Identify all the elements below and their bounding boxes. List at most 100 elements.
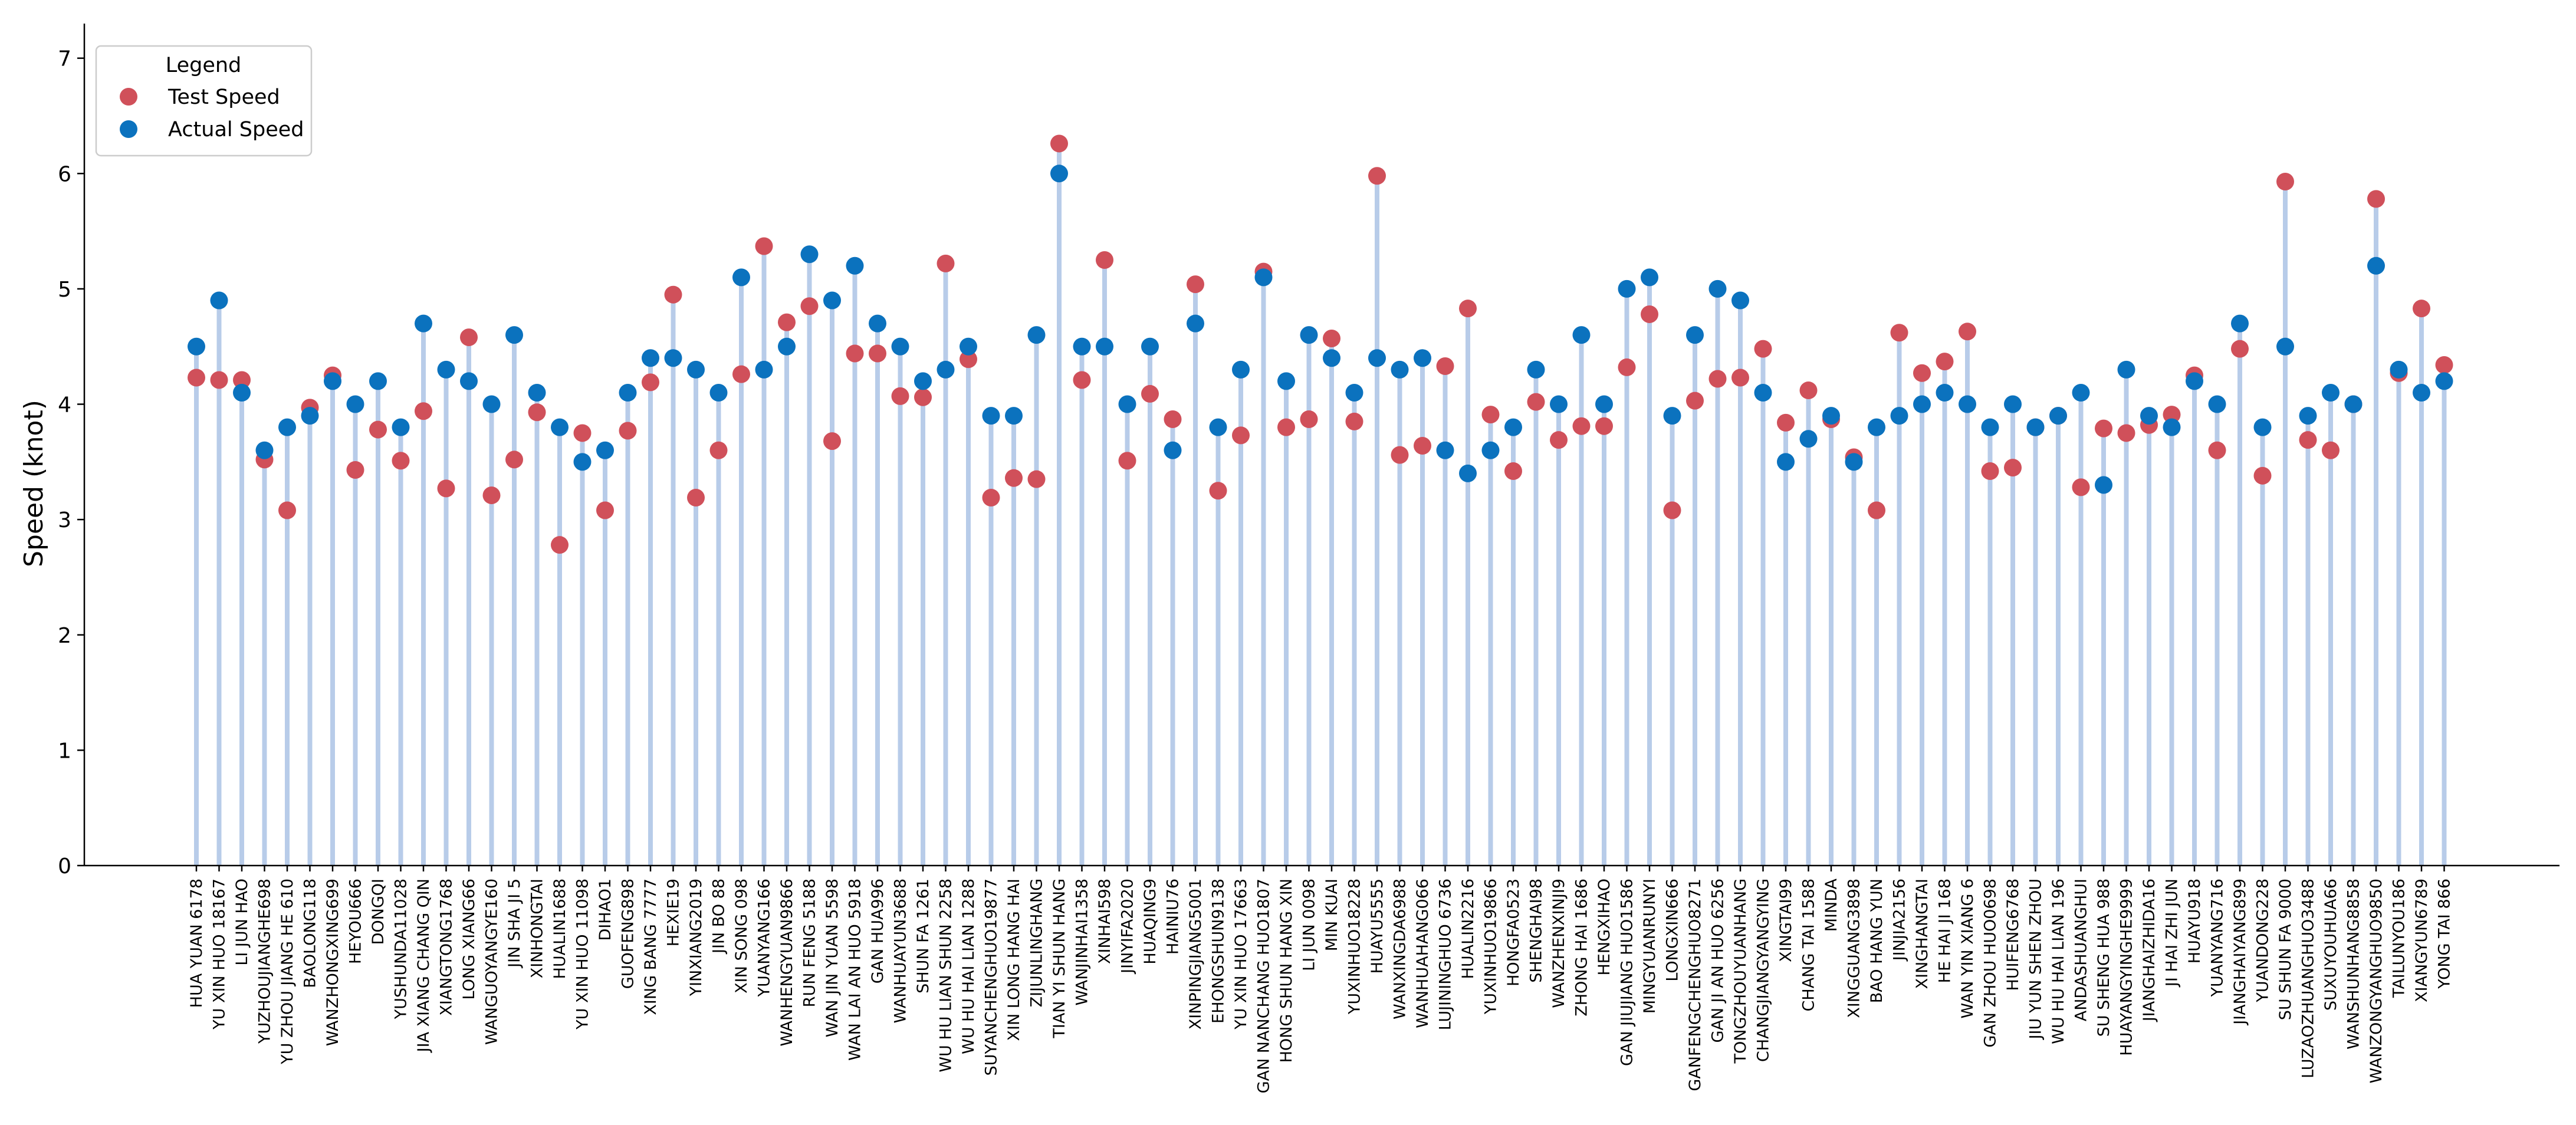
x-tick-label: GAN NANCHANG HUO1807 [1255, 879, 1273, 1093]
x-tick-label: SUXUYOUHUA66 [2322, 879, 2340, 1011]
test-speed-point [1027, 470, 1046, 488]
test-speed-point [573, 424, 592, 442]
test-speed-point [2435, 356, 2453, 374]
actual-speed-point [2004, 395, 2022, 413]
x-tick-label: XINHONGTAI [528, 879, 547, 978]
test-speed-point [482, 486, 501, 505]
actual-speed-point [1481, 441, 1500, 459]
test-speed-point [732, 365, 750, 383]
x-tick-label: WANHENGYUAN9866 [778, 879, 796, 1047]
x-tick-label: WANGUOYANGYE160 [483, 879, 501, 1045]
x-tick-label: JINYIFA2020 [1119, 879, 1137, 975]
x-tick-label: JIN BO 88 [710, 879, 728, 955]
x-tick-label: WU HU HAI LIAN 1288 [960, 879, 978, 1054]
actual-speed-point [982, 407, 1000, 425]
test-speed-point [2253, 466, 2272, 485]
x-tick-label: HUALIN1688 [551, 879, 569, 979]
x-tick-label: HE HAI JI 168 [1936, 879, 1954, 983]
test-speed-point [2276, 172, 2294, 190]
test-speed-point [755, 237, 773, 255]
actual-speed-point [2322, 383, 2340, 402]
x-tick-label: DONGQI [369, 879, 387, 945]
actual-speed-point [2163, 418, 2181, 436]
x-tick-label: HAINIU76 [1164, 879, 1182, 955]
test-speed-point [1187, 275, 1204, 294]
test-speed-point [1414, 436, 1431, 455]
x-tick-label: EHONGSHUN9138 [1210, 879, 1228, 1024]
x-tick-label: WANXINGDA6988 [1391, 879, 1409, 1019]
test-speed-point [1550, 431, 1568, 449]
x-tick-label: WANHUAYUN3688 [892, 879, 910, 1024]
test-speed-point [2004, 459, 2022, 477]
actual-speed-point [2299, 407, 2317, 425]
test-speed-point [1300, 410, 1318, 428]
actual-speed-point [1504, 418, 1522, 436]
test-speed-point [1913, 364, 1931, 382]
actual-speed-point [392, 418, 410, 436]
actual-speed-point [1005, 407, 1023, 425]
x-tick-label: LI JUN 0098 [1300, 879, 1319, 971]
test-speed-series [188, 134, 2453, 554]
actual-speed-point [1550, 395, 1568, 413]
test-speed-point [1323, 330, 1340, 348]
actual-speed-point [1641, 268, 1658, 287]
actual-speed-point [210, 291, 228, 310]
test-speed-point [982, 488, 1000, 506]
actual-speed-point [1118, 395, 1136, 413]
actual-speed-point [437, 360, 455, 379]
test-speed-point [664, 285, 682, 304]
x-tick-label: HUAQING9 [1141, 879, 1159, 965]
actual-speed-point [2390, 360, 2408, 379]
actual-speed-point [324, 372, 341, 390]
test-speed-point [1368, 167, 1386, 185]
x-tick-label: JIANGHAIYANG899 [2231, 879, 2249, 1026]
x-tick-label: RUN FENG 5188 [801, 879, 819, 1007]
actual-speed-point [1936, 383, 1954, 402]
test-speed-point [369, 420, 387, 439]
x-tick-label: MINGYUANRUNYI [1641, 879, 1659, 1014]
x-tick-label: WU HU HAI LIAN 196 [2049, 879, 2068, 1044]
test-speed-point [437, 479, 455, 498]
x-tick-label: HEYOU666 [347, 879, 365, 964]
actual-speed-point [2231, 314, 2249, 333]
x-tick-label: YUANDONG228 [2254, 879, 2272, 1003]
actual-speed-point [369, 372, 387, 390]
actual-speed-point [1618, 279, 1636, 298]
test-speed-point [392, 452, 410, 470]
test-speed-point [823, 432, 841, 450]
test-speed-point [619, 422, 637, 440]
test-speed-point [1504, 462, 1522, 480]
x-tick-label: GUOFENG898 [619, 879, 638, 989]
x-tick-label: YUSHUNDA11028 [392, 879, 410, 1019]
test-speed-point [2322, 441, 2340, 459]
actual-speed-point [914, 372, 932, 390]
actual-speed-point [2208, 395, 2226, 413]
test-speed-point [687, 488, 705, 506]
x-tick-label: XINGGUANG3898 [1845, 879, 1864, 1018]
actual-speed-point [1868, 418, 1885, 436]
x-tick-label: YUXINHUO18228 [1346, 879, 1364, 1015]
actual-speed-point [2140, 407, 2158, 425]
x-tick-label: GAN JIUJIANG HUO1586 [1618, 879, 1637, 1066]
test-speed-point [846, 344, 864, 363]
x-tick-label: XINGHANGTAI [1913, 879, 1931, 989]
x-tick-label: YU XIN HUO 11098 [574, 879, 592, 1030]
test-speed-point [1073, 371, 1091, 389]
test-speed-point [2367, 190, 2385, 208]
x-tick-label: LI JUN HAO [233, 879, 251, 966]
test-speed-point [800, 297, 819, 315]
test-speed-point [937, 254, 955, 272]
test-speed-point [415, 402, 432, 420]
y-tick-label: 0 [58, 854, 71, 879]
test-speed-point [1481, 406, 1500, 424]
legend-label-test-speed: Test Speed [167, 85, 280, 109]
stems-layer [194, 143, 2447, 866]
test-speed-point [1618, 358, 1636, 376]
test-speed-point [188, 369, 205, 387]
x-tick-label: MIN KUAI [1323, 879, 1341, 951]
test-speed-point [2231, 340, 2249, 358]
actual-speed-point [2344, 395, 2363, 413]
x-tick-label: WANZHONGXING699 [324, 879, 342, 1046]
test-speed-point [2072, 478, 2090, 496]
actual-speed-point [823, 291, 841, 310]
